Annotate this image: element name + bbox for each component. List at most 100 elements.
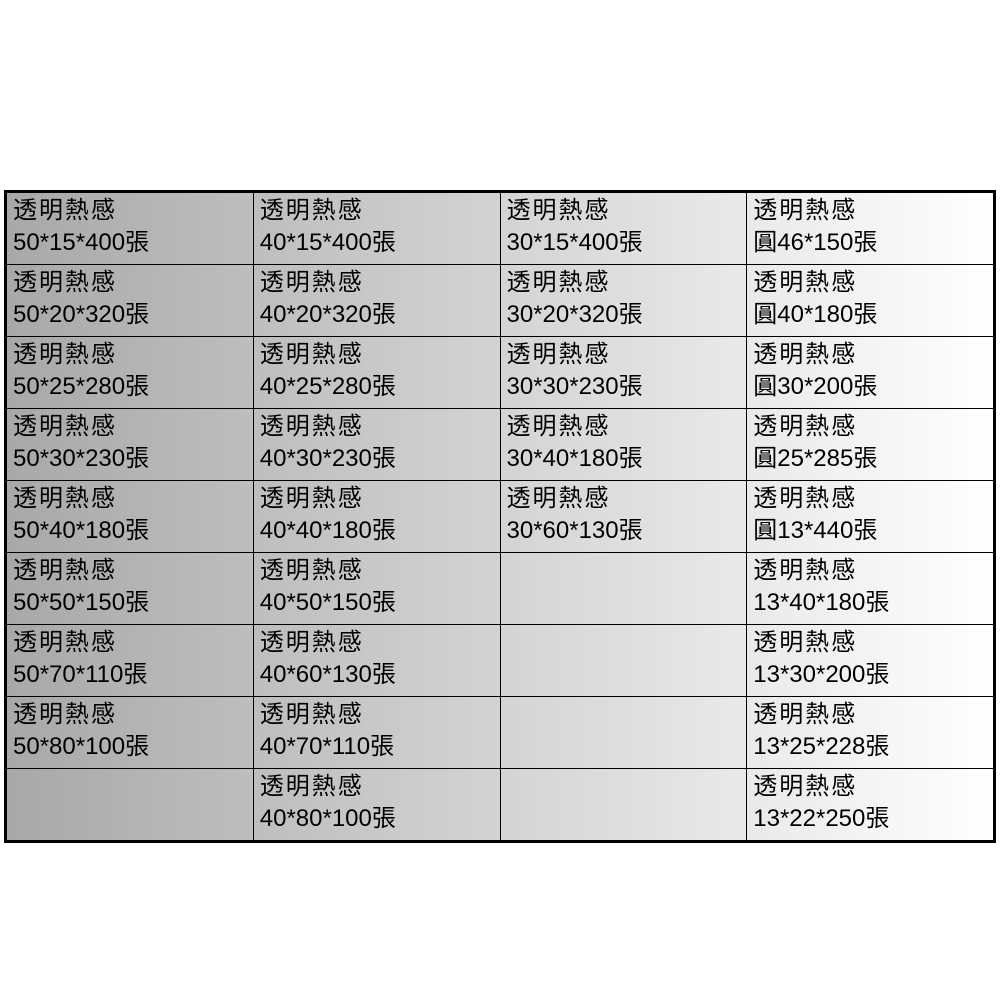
table-row: 透明熱感50*15*400張透明熱感40*15*400張透明熱感30*15*40… <box>7 193 994 265</box>
table-cell: 透明熱感50*40*180張 <box>7 481 254 553</box>
cell-title: 透明熱感 <box>13 699 247 731</box>
cell-spec: 30*30*230張 <box>507 371 741 403</box>
cell-title: 透明熱感 <box>13 627 247 659</box>
cell-title: 透明熱感 <box>753 267 987 299</box>
cell-title: 透明熱感 <box>13 339 247 371</box>
cell-spec: 13*22*250張 <box>753 803 987 835</box>
cell-spec: 50*50*150張 <box>13 587 247 619</box>
cell-spec: 圓13*440張 <box>753 515 987 547</box>
table-cell: 透明熱感13*22*250張 <box>747 769 994 841</box>
table-row: 透明熱感40*80*100張透明熱感13*22*250張 <box>7 769 994 841</box>
cell-spec: 13*40*180張 <box>753 587 987 619</box>
cell-title: 透明熱感 <box>507 267 741 299</box>
cell-title: 透明熱感 <box>753 411 987 443</box>
table-cell: 透明熱感13*30*200張 <box>747 625 994 697</box>
table-cell: 透明熱感50*25*280張 <box>7 337 254 409</box>
spec-table-body: 透明熱感50*15*400張透明熱感40*15*400張透明熱感30*15*40… <box>7 193 994 841</box>
cell-spec: 40*20*320張 <box>260 299 494 331</box>
table-row: 透明熱感50*40*180張透明熱感40*40*180張透明熱感30*60*13… <box>7 481 994 553</box>
cell-title: 透明熱感 <box>753 699 987 731</box>
table-cell: 透明熱感圓13*440張 <box>747 481 994 553</box>
cell-spec: 40*30*230張 <box>260 443 494 475</box>
cell-title: 透明熱感 <box>260 627 494 659</box>
table-row: 透明熱感50*70*110張透明熱感40*60*130張透明熱感13*30*20… <box>7 625 994 697</box>
table-cell: 透明熱感50*50*150張 <box>7 553 254 625</box>
cell-title: 透明熱感 <box>13 267 247 299</box>
cell-title: 透明熱感 <box>13 483 247 515</box>
cell-spec: 40*60*130張 <box>260 659 494 691</box>
cell-spec: 30*20*320張 <box>507 299 741 331</box>
table-cell: 透明熱感圓46*150張 <box>747 193 994 265</box>
cell-title: 透明熱感 <box>507 411 741 443</box>
cell-spec: 50*80*100張 <box>13 731 247 763</box>
cell-spec: 圓46*150張 <box>753 227 987 259</box>
cell-spec: 圓30*200張 <box>753 371 987 403</box>
cell-spec: 圓25*285張 <box>753 443 987 475</box>
table-cell: 透明熱感40*70*110張 <box>253 697 500 769</box>
cell-title: 透明熱感 <box>753 339 987 371</box>
table-cell: 透明熱感30*60*130張 <box>500 481 747 553</box>
table-cell: 透明熱感40*25*280張 <box>253 337 500 409</box>
spec-table: 透明熱感50*15*400張透明熱感40*15*400張透明熱感30*15*40… <box>6 192 994 841</box>
cell-title: 透明熱感 <box>507 195 741 227</box>
cell-spec: 40*70*110張 <box>260 731 494 763</box>
table-cell <box>500 769 747 841</box>
cell-spec: 50*20*320張 <box>13 299 247 331</box>
cell-title: 透明熱感 <box>507 483 741 515</box>
cell-title: 透明熱感 <box>260 267 494 299</box>
cell-title: 透明熱感 <box>260 771 494 803</box>
table-cell <box>500 625 747 697</box>
cell-spec: 40*15*400張 <box>260 227 494 259</box>
cell-title: 透明熱感 <box>260 411 494 443</box>
cell-title: 透明熱感 <box>507 339 741 371</box>
cell-spec: 50*15*400張 <box>13 227 247 259</box>
cell-spec: 40*50*150張 <box>260 587 494 619</box>
table-cell <box>500 697 747 769</box>
table-cell: 透明熱感40*15*400張 <box>253 193 500 265</box>
cell-spec: 50*40*180張 <box>13 515 247 547</box>
cell-spec: 圓40*180張 <box>753 299 987 331</box>
table-cell: 透明熱感40*30*230張 <box>253 409 500 481</box>
table-row: 透明熱感50*25*280張透明熱感40*25*280張透明熱感30*30*23… <box>7 337 994 409</box>
cell-title: 透明熱感 <box>753 555 987 587</box>
table-cell: 透明熱感30*40*180張 <box>500 409 747 481</box>
cell-spec: 30*15*400張 <box>507 227 741 259</box>
table-cell: 透明熱感40*50*150張 <box>253 553 500 625</box>
table-cell: 透明熱感50*80*100張 <box>7 697 254 769</box>
table-row: 透明熱感50*30*230張透明熱感40*30*230張透明熱感30*40*18… <box>7 409 994 481</box>
table-row: 透明熱感50*80*100張透明熱感40*70*110張透明熱感13*25*22… <box>7 697 994 769</box>
cell-spec: 40*40*180張 <box>260 515 494 547</box>
table-row: 透明熱感50*20*320張透明熱感40*20*320張透明熱感30*20*32… <box>7 265 994 337</box>
table-cell: 透明熱感30*15*400張 <box>500 193 747 265</box>
table-cell: 透明熱感30*30*230張 <box>500 337 747 409</box>
table-cell: 透明熱感50*70*110張 <box>7 625 254 697</box>
cell-spec: 13*25*228張 <box>753 731 987 763</box>
table-cell <box>500 553 747 625</box>
cell-title: 透明熱感 <box>753 771 987 803</box>
table-row: 透明熱感50*50*150張透明熱感40*50*150張透明熱感13*40*18… <box>7 553 994 625</box>
table-cell: 透明熱感圓40*180張 <box>747 265 994 337</box>
cell-title: 透明熱感 <box>753 627 987 659</box>
cell-title: 透明熱感 <box>260 555 494 587</box>
table-cell <box>7 769 254 841</box>
cell-title: 透明熱感 <box>13 195 247 227</box>
spec-table-container: 透明熱感50*15*400張透明熱感40*15*400張透明熱感30*15*40… <box>4 190 996 843</box>
cell-title: 透明熱感 <box>260 483 494 515</box>
cell-title: 透明熱感 <box>260 339 494 371</box>
cell-title: 透明熱感 <box>13 555 247 587</box>
table-cell: 透明熱感50*15*400張 <box>7 193 254 265</box>
table-cell: 透明熱感40*60*130張 <box>253 625 500 697</box>
cell-title: 透明熱感 <box>260 699 494 731</box>
cell-title: 透明熱感 <box>753 195 987 227</box>
table-cell: 透明熱感13*25*228張 <box>747 697 994 769</box>
table-cell: 透明熱感40*20*320張 <box>253 265 500 337</box>
cell-title: 透明熱感 <box>13 411 247 443</box>
cell-spec: 40*80*100張 <box>260 803 494 835</box>
table-cell: 透明熱感50*20*320張 <box>7 265 254 337</box>
cell-spec: 50*70*110張 <box>13 659 247 691</box>
cell-title: 透明熱感 <box>260 195 494 227</box>
table-cell: 透明熱感30*20*320張 <box>500 265 747 337</box>
table-cell: 透明熱感40*40*180張 <box>253 481 500 553</box>
cell-spec: 50*30*230張 <box>13 443 247 475</box>
table-cell: 透明熱感40*80*100張 <box>253 769 500 841</box>
